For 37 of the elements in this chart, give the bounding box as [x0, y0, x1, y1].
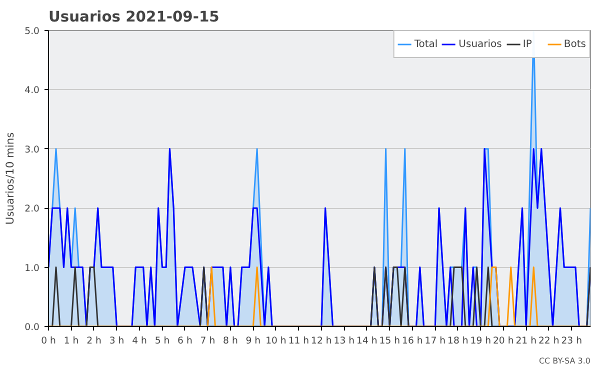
x-tick-label: 6 h: [178, 336, 192, 346]
legend-label: Bots: [564, 38, 586, 50]
x-tick-label: 15 h: [379, 336, 400, 346]
x-tick-label: 8 h: [223, 336, 238, 346]
legend-label: IP: [522, 38, 533, 50]
y-tick-label: 4.0: [24, 85, 40, 96]
x-tick-label: 14 h: [356, 336, 378, 346]
y-tick-label: 5.0: [24, 26, 40, 37]
x-tick-label: 1 h: [64, 336, 79, 346]
x-tick-label: 10 h: [266, 336, 286, 346]
x-tick-label: 2 h: [86, 336, 102, 346]
chart-title: Usuarios 2021-09-15: [48, 8, 220, 26]
y-tick-label: 3.0: [24, 144, 40, 156]
y-tick-label: 0.0: [24, 322, 40, 333]
text: CC BY-SA 3.0: [538, 356, 591, 366]
y-tick-label: 2.0: [24, 204, 40, 215]
x-tick-label: 7 h: [200, 336, 216, 346]
x-tick-label: 0 h: [41, 336, 56, 346]
x-tick-label: 22 h: [538, 336, 560, 346]
legend-label: Total: [414, 38, 438, 50]
x-tick-label: 11 h: [288, 336, 310, 346]
x-tick-label: 12 h: [311, 336, 332, 346]
x-tick-label: 9 h: [246, 336, 261, 346]
y-axis-title: Usuarios/10 mins: [4, 132, 17, 225]
x-tick-label: 21 h: [516, 336, 537, 346]
x-tick-label: 4 h: [132, 336, 147, 346]
x-tick-label: 17 h: [424, 336, 446, 346]
x-tick-label: 18 h: [448, 336, 468, 346]
x-tick-label: 5 h: [154, 336, 170, 346]
x-tick-label: 13 h: [334, 336, 355, 346]
x-tick-label: 3 h: [109, 336, 124, 346]
legend-label: Usuarios: [458, 38, 502, 50]
x-tick-label: 16 h: [402, 336, 423, 346]
x-tick-label: 20 h: [493, 336, 514, 346]
y-tick-label: 1.0: [24, 262, 40, 274]
x-tick-label: 19 h: [470, 336, 492, 346]
x-tick-label: 23 h: [561, 336, 582, 346]
